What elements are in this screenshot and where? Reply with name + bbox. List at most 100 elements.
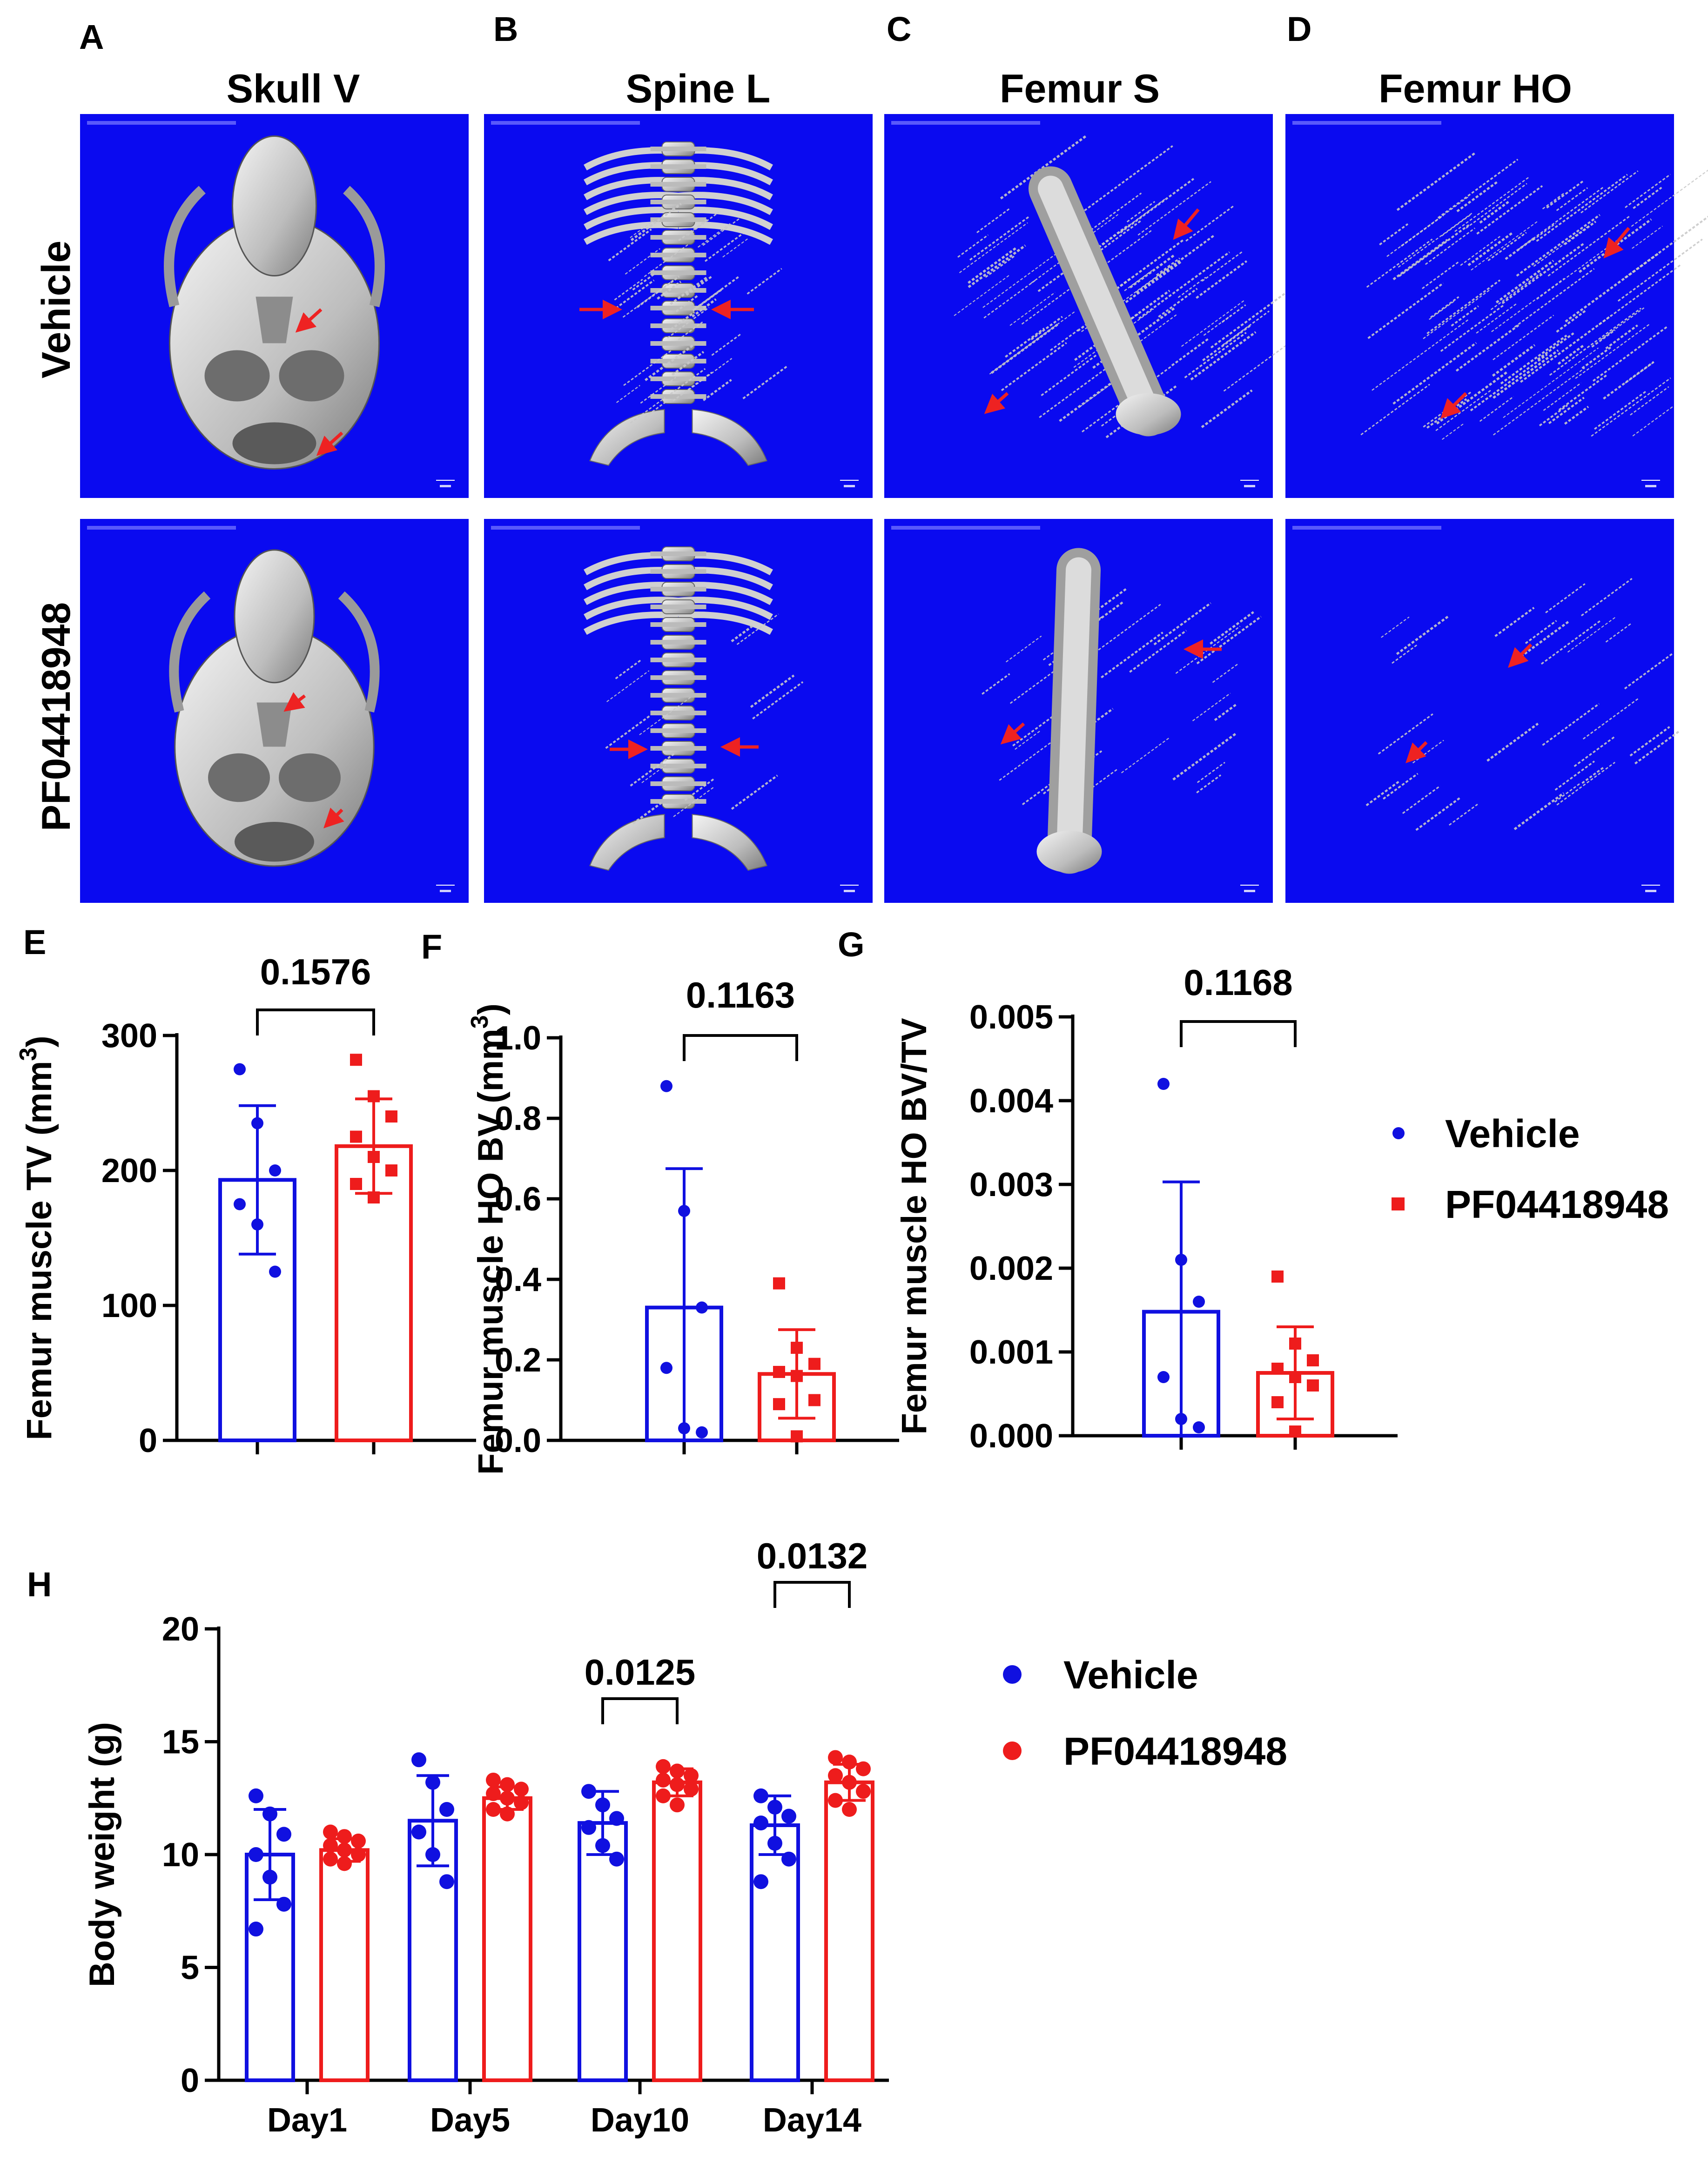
- ct-image-tile: [1285, 519, 1681, 903]
- data-point: [269, 1164, 281, 1176]
- red-arrow-icon: [316, 431, 343, 456]
- y-tick-label: 10: [162, 1836, 199, 1874]
- data-point: [828, 1750, 843, 1765]
- data-point: [684, 1782, 699, 1797]
- legend-h: Vehicle PF04418948: [1003, 1653, 1287, 1773]
- data-point: [1175, 1413, 1187, 1425]
- y-axis-label: Body weight (g): [82, 1722, 122, 1987]
- data-point: [753, 1815, 768, 1831]
- data-point: [753, 1874, 768, 1889]
- data-point: [1307, 1354, 1319, 1366]
- data-point: [350, 1130, 362, 1143]
- data-point: [791, 1430, 803, 1443]
- data-point: [581, 1820, 596, 1835]
- data-point: [828, 1793, 843, 1808]
- data-point: [1271, 1271, 1284, 1283]
- legend-marker-pf04418948-h: [1003, 1741, 1022, 1760]
- panel-label-e: E: [23, 923, 46, 961]
- data-point: [262, 1869, 277, 1885]
- data-point: [514, 1795, 529, 1810]
- y-tick-label: 0.000: [969, 1418, 1053, 1455]
- red-arrow-icon: [295, 308, 323, 333]
- column-title-spine: Spine L: [626, 67, 771, 111]
- column-title-femur-s: Femur S: [1000, 67, 1160, 111]
- data-point: [385, 1110, 397, 1123]
- data-point: [1157, 1078, 1170, 1090]
- data-point: [425, 1847, 440, 1862]
- legend-label-pf04418948-h: PF04418948: [1063, 1729, 1287, 1773]
- data-point: [514, 1782, 529, 1797]
- micro-ct-grid: [80, 114, 1708, 903]
- data-point: [684, 1768, 699, 1783]
- p-value-label: 0.0132: [757, 1535, 868, 1576]
- data-point: [660, 1080, 672, 1092]
- data-point: [425, 1775, 440, 1790]
- y-axis-label: Femur muscle HO BV (mm3): [466, 1003, 511, 1475]
- red-arrow-icon: [984, 392, 1009, 414]
- data-point: [385, 1164, 397, 1176]
- y-tick-label: 0.0: [495, 1422, 541, 1459]
- ct-image-tile: [884, 114, 1317, 498]
- data-point: [486, 1802, 501, 1817]
- data-point: [1157, 1371, 1170, 1383]
- data-point: [351, 1833, 366, 1849]
- data-point: [323, 1851, 338, 1867]
- data-point: [249, 1788, 263, 1803]
- bar-pf04418948: [824, 1780, 874, 2083]
- panel-label-g: G: [838, 925, 865, 964]
- y-axis-label: Femur muscle TV (mm3): [15, 1035, 59, 1440]
- p-value-label: 0.0125: [585, 1652, 696, 1693]
- data-point: [411, 1752, 426, 1768]
- red-arrow-icon: [1000, 722, 1025, 745]
- data-point: [1307, 1379, 1319, 1392]
- legend-marker-pf04418948: [1392, 1197, 1405, 1210]
- data-point: [828, 1768, 843, 1783]
- data-point: [350, 1054, 362, 1066]
- data-point: [670, 1777, 685, 1792]
- x-tick-label: Day10: [591, 2102, 689, 2139]
- data-point: [350, 1178, 362, 1190]
- data-point: [609, 1851, 624, 1867]
- data-point: [678, 1204, 690, 1217]
- row-label-pf04418948: PF04418948: [34, 602, 79, 832]
- data-point: [1175, 1254, 1187, 1266]
- data-point: [337, 1856, 352, 1871]
- red-arrow-icon: [1508, 643, 1533, 668]
- data-point: [337, 1842, 352, 1858]
- y-tick-label: 5: [181, 1950, 199, 1987]
- data-point: [856, 1784, 871, 1799]
- row-label-vehicle: Vehicle: [34, 241, 79, 378]
- data-point: [439, 1874, 454, 1889]
- legend-marker-vehicle-h: [1003, 1665, 1022, 1684]
- ct-image-tile: [484, 114, 873, 498]
- data-point: [486, 1772, 501, 1788]
- y-tick-label: 15: [162, 1724, 199, 1761]
- bar-pf04418948: [482, 1796, 532, 2082]
- ct-image-tile: [884, 519, 1273, 903]
- bar-pf04418948: [319, 1848, 370, 2083]
- p-value-label: 0.1163: [686, 975, 795, 1015]
- red-arrow-icon: [1405, 741, 1428, 763]
- data-point: [595, 1838, 610, 1853]
- data-point: [808, 1394, 820, 1406]
- y-tick-label: 0: [139, 1422, 157, 1459]
- data-point: [1289, 1425, 1301, 1438]
- y-tick-label: 0.001: [969, 1334, 1053, 1371]
- data-point: [696, 1301, 708, 1314]
- red-arrow-icon: [323, 807, 344, 828]
- panel-label-h: H: [27, 1565, 52, 1604]
- ct-image-tile: [80, 114, 469, 498]
- panel-label-a: A: [79, 18, 104, 56]
- y-axis-label: Femur muscle HO BV/TV: [894, 1018, 934, 1435]
- y-tick-label: 1.0: [495, 1020, 541, 1057]
- data-point: [1289, 1371, 1301, 1383]
- panel-label-b: B: [493, 10, 518, 48]
- red-arrow-icon: [1440, 392, 1467, 419]
- data-point: [249, 1847, 263, 1862]
- data-point: [323, 1824, 338, 1840]
- data-point: [1193, 1296, 1205, 1308]
- chart-e: 0 100 200 300 Femur muscle TV (mm3) 0.1576: [15, 951, 476, 1459]
- y-tick-label: 0.8: [495, 1100, 541, 1137]
